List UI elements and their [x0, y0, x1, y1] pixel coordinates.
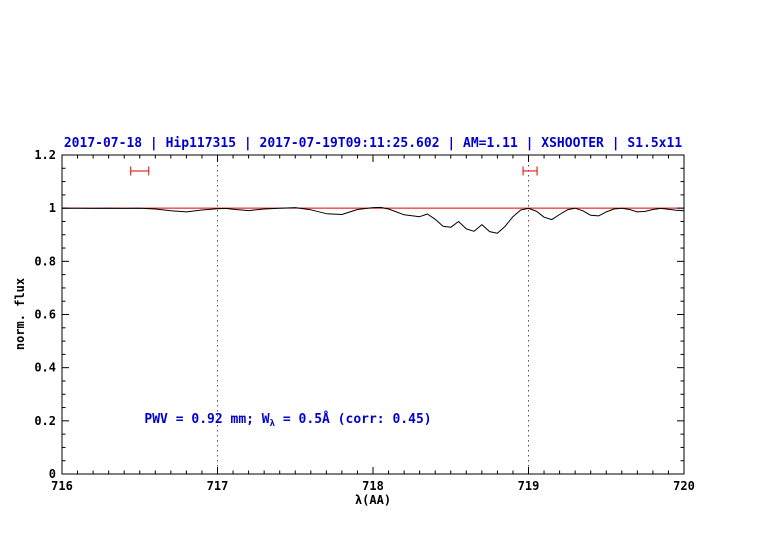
annotation-text-suffix: = 0.5Å (corr: 0.45) [275, 411, 432, 427]
y-tick-label: 0 [49, 467, 56, 481]
spectrum-line [62, 206, 685, 234]
y-tick-label: 1.2 [34, 148, 56, 162]
x-tick-label: 718 [362, 479, 384, 493]
y-tick-label: 0.4 [34, 361, 56, 375]
annotation-lambda-subscript: λ [269, 418, 276, 429]
y-tick-label: 0.2 [34, 414, 56, 428]
annotation-pwv: PWV = 0.92 mm; Wλ = 0.5Å (corr: 0.45) [144, 412, 431, 429]
plot-title: 2017-07-18 | Hip117315 | 2017-07-19T09:1… [63, 136, 683, 151]
annotation-text-prefix: PWV = 0.92 mm; W [144, 411, 270, 427]
y-tick-label: 0.6 [34, 308, 56, 322]
x-axis-label: λ(AA) [354, 493, 392, 507]
x-tick-label: 716 [51, 479, 73, 493]
y-tick-label: 1 [49, 201, 56, 215]
x-tick-label: 720 [673, 479, 695, 493]
x-tick-label: 717 [207, 479, 229, 493]
y-tick-label: 0.8 [34, 254, 56, 268]
x-tick-label: 719 [518, 479, 540, 493]
y-axis-label: norm. flux [13, 277, 27, 351]
